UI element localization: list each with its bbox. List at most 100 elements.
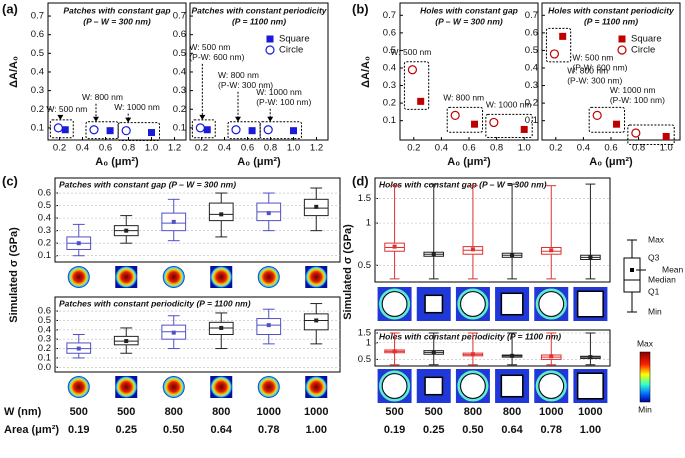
table-cell: 0.64 — [501, 424, 523, 436]
plot-frame — [374, 329, 611, 367]
square-point — [148, 129, 155, 137]
mean — [219, 325, 224, 330]
annotation: (P-W: 100 nm) — [610, 95, 665, 105]
circle-point — [89, 125, 99, 135]
legend-label: Square — [631, 34, 662, 45]
square-point — [520, 125, 528, 133]
hole — [500, 374, 524, 398]
square-point — [417, 97, 425, 105]
hole-ring — [379, 370, 411, 402]
mean — [124, 339, 129, 344]
plot-frame — [374, 177, 611, 283]
x-tick-label: 0.8 — [264, 143, 277, 154]
y-tick-label: 1.5 — [358, 193, 371, 204]
mean — [219, 212, 224, 217]
table-cell: 1.00 — [580, 424, 601, 436]
hole-ring — [457, 288, 489, 320]
field-map — [257, 376, 280, 398]
table-cell: 800 — [503, 406, 521, 418]
chart-title: Patches with constant gap (P – W = 300 n… — [59, 179, 236, 189]
hole — [460, 291, 486, 317]
x-tick-label: 0.8 — [490, 143, 503, 154]
group-box — [588, 106, 626, 133]
table-cell: 1000 — [304, 406, 328, 418]
table-cell: 0.50 — [163, 424, 184, 436]
mean — [431, 350, 436, 355]
field-map — [162, 266, 185, 288]
x-tick-label: 0.6 — [99, 143, 112, 154]
x-tick-label: 0.4 — [76, 143, 89, 154]
x-axis-label: A₀ (μm²) — [589, 156, 633, 168]
y-tick-label: 0.2 — [31, 104, 44, 115]
mean — [171, 219, 176, 224]
annotation: (P-W: 600 nm) — [189, 52, 244, 62]
chart-title: Holes with constant gap — [420, 5, 518, 15]
field-map — [305, 266, 328, 288]
mean — [549, 248, 554, 253]
circle-point — [231, 125, 241, 135]
table-cell: 800 — [165, 406, 183, 418]
table-cell: 0.25 — [116, 424, 137, 436]
mean — [392, 349, 397, 354]
circle-point — [450, 110, 460, 121]
y-tick-label: 0.5 — [173, 48, 186, 59]
y-tick-label: 0.6 — [38, 306, 51, 317]
mean — [510, 253, 515, 258]
annotation: W: 1000 nm — [114, 102, 160, 112]
square-point — [248, 127, 256, 135]
arrow-head — [125, 117, 132, 123]
hole — [538, 291, 564, 317]
annotation: (P-W: 600 nm) — [572, 63, 627, 73]
hole-ring — [535, 370, 567, 402]
y-tick-label: 0.5 — [358, 354, 371, 365]
group-box — [446, 106, 484, 133]
group-box — [227, 121, 261, 140]
square-point — [106, 127, 114, 135]
hole — [381, 291, 408, 317]
mean — [588, 355, 593, 360]
circle-point — [195, 123, 205, 133]
annotation: W: 1000 nm — [610, 85, 656, 95]
table-cell: 0.78 — [541, 424, 562, 436]
y-tick-label: 0.2 — [38, 343, 51, 354]
chart-subtitle: (P = 1100 nm) — [584, 16, 638, 26]
chart-subtitle: (P – W = 300 nm) — [435, 16, 503, 26]
chart-title: Holes with constant periodicity — [548, 5, 675, 15]
annotation: W: 1000 nm — [486, 100, 532, 110]
table-cell: 500 — [70, 406, 88, 418]
panel-label: (c) — [2, 173, 18, 188]
legend-label: Square — [279, 34, 310, 45]
y-tick-label: 0.5 — [31, 48, 44, 59]
circle-point — [121, 126, 131, 136]
x-axis-label: A₀ (μm²) — [447, 156, 491, 168]
y-tick-label: 1 — [366, 218, 371, 229]
group-box — [117, 122, 160, 142]
table-cell: 800 — [464, 406, 482, 418]
arrow-head — [235, 116, 241, 122]
mean — [510, 353, 515, 358]
y-tick-label: 0.1 — [525, 115, 538, 126]
group-box — [259, 121, 303, 140]
circle-point — [53, 123, 63, 133]
table-row-label: W (nm) — [4, 406, 42, 418]
circle-point — [592, 110, 602, 121]
legend-marker — [618, 35, 626, 43]
y-tick-label: 0.4 — [31, 66, 44, 77]
circle-point — [263, 125, 273, 135]
x-axis-label: A₀ (μm²) — [95, 156, 139, 168]
table-cell: 800 — [212, 406, 230, 418]
mean — [392, 244, 397, 249]
y-tick-label: 0.5 — [38, 200, 51, 211]
annotation: (P-W: 100 nm) — [256, 97, 311, 107]
x-tick-label: 1.0 — [518, 143, 531, 154]
circle-point — [407, 65, 418, 75]
y-tick-label: 0.1 — [38, 352, 51, 363]
y-tick-label: 1 — [366, 337, 371, 348]
annotation: W: 800 nm — [218, 70, 259, 80]
y-tick-label: 0.3 — [31, 85, 44, 96]
y-tick-label: 0.5 — [358, 260, 371, 271]
legend-marker — [266, 35, 274, 43]
y-tick-label: 0.5 — [383, 45, 396, 56]
annotation: W: 500 nm — [189, 42, 230, 52]
